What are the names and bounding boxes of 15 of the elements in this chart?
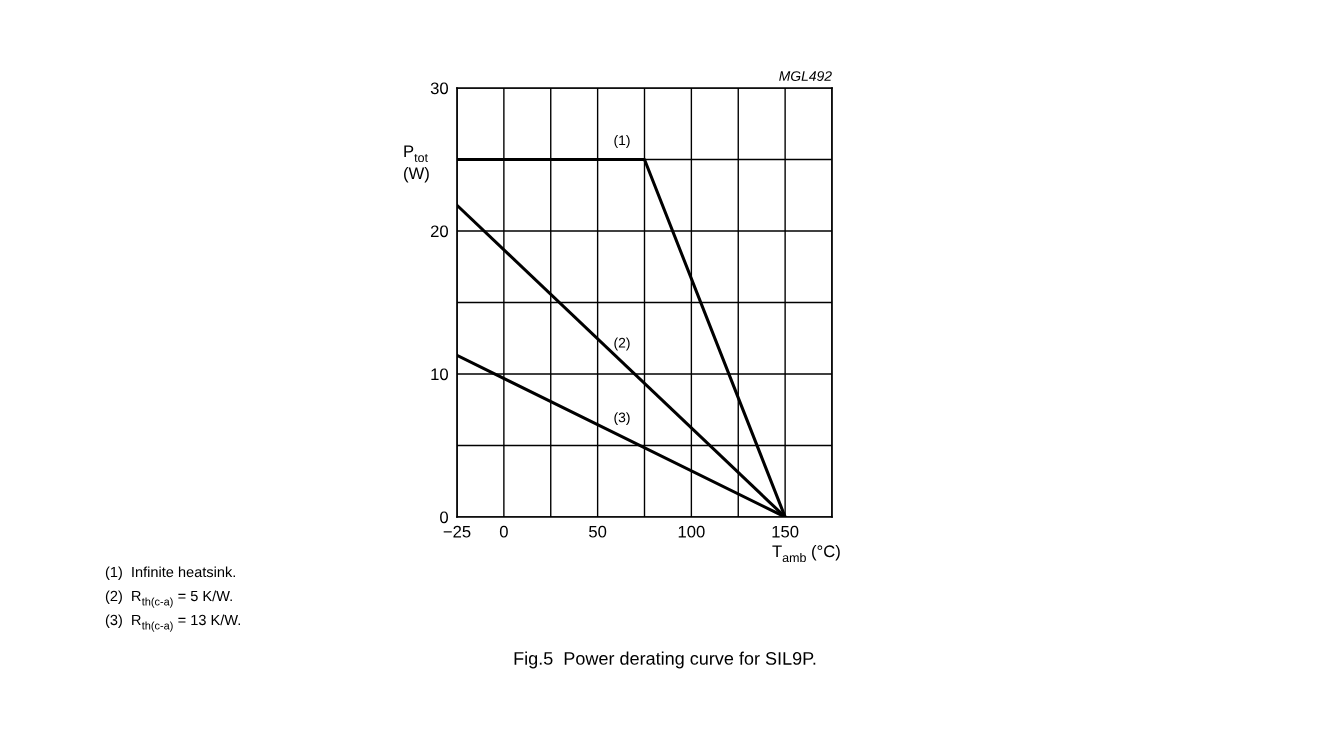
text: MGL492 xyxy=(779,71,832,81)
x-tick-label: 150 xyxy=(772,525,799,538)
x-tick-label: 50 xyxy=(589,525,607,538)
y-tick-label: 0 xyxy=(440,511,449,524)
x-tick-label: 100 xyxy=(678,525,705,538)
y-tick-label: 20 xyxy=(430,225,449,238)
x-tick-label: 0 xyxy=(499,525,508,538)
series-label: (3) xyxy=(614,412,630,426)
text: Fig.5 Power derating curve for SIL9P. xyxy=(514,651,816,669)
series-label: (1) xyxy=(614,134,630,148)
text: (1) Infinite heatsink. xyxy=(105,566,235,581)
y-tick-label: 10 xyxy=(431,368,449,381)
series-label: (2) xyxy=(614,337,630,351)
y-tick-label: 30 xyxy=(430,82,449,95)
x-tick-label: −25 xyxy=(443,525,471,538)
